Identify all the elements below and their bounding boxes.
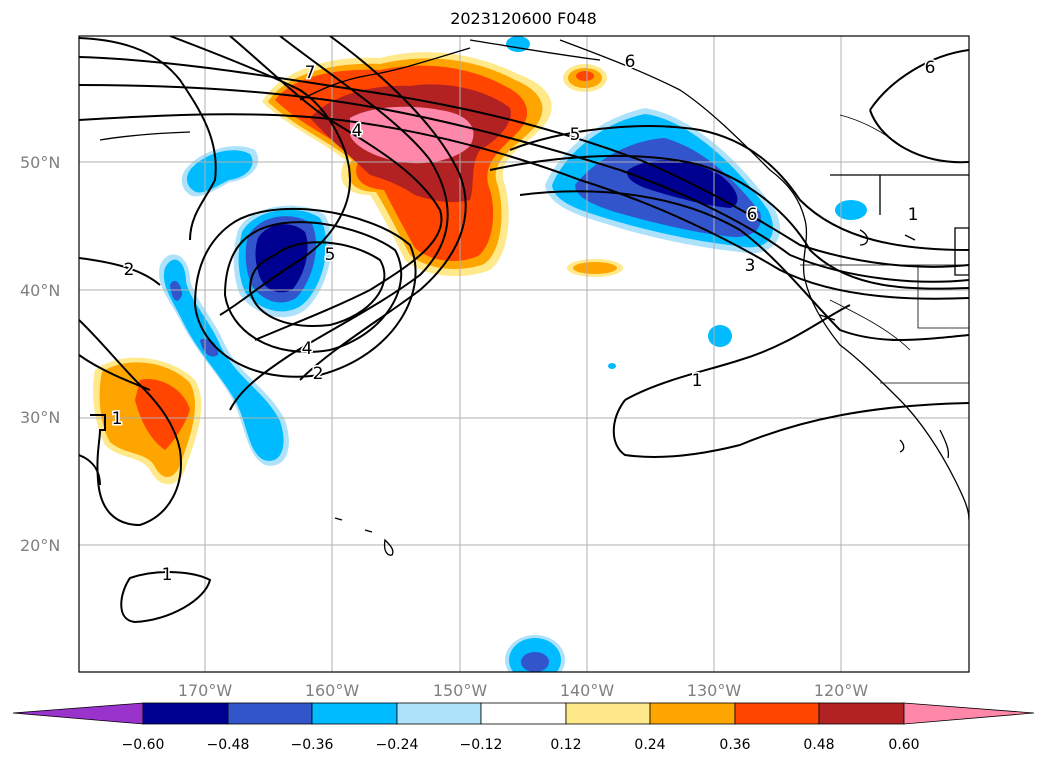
colorbar-segment	[565, 702, 651, 725]
contour-label: 3	[745, 256, 756, 276]
colorbar-extend-low	[12, 702, 144, 725]
colorbar-tick-label: 0.48	[803, 737, 835, 753]
colorbar-tick-label: 0.24	[634, 737, 666, 753]
contour-label: 4	[352, 121, 363, 141]
colorbar-tick-label: −0.48	[206, 737, 250, 753]
contour-label: 7	[305, 63, 316, 83]
colorbar-extend-high	[903, 702, 1035, 725]
contour-label: 2	[124, 260, 135, 280]
contour-label: 5	[325, 245, 336, 265]
colorbar-tick-label: −0.24	[375, 737, 419, 753]
contour-label: 5	[570, 125, 581, 145]
colorbar-segment	[142, 702, 229, 725]
contour-label: 1	[112, 409, 123, 429]
lon-label-140w: 140°W	[559, 681, 615, 700]
map-title: 2023120600 F048	[450, 9, 597, 28]
colorbar-tick-label: −0.60	[121, 737, 165, 753]
map-frame	[78, 35, 970, 673]
colorbar	[12, 702, 1035, 725]
colorbar-segment	[396, 702, 482, 725]
colorbar-tick-label: −0.36	[290, 737, 334, 753]
contour-label: 1	[908, 205, 919, 225]
anomaly-shading	[93, 36, 867, 672]
lat-label-20n: 20°N	[20, 536, 61, 555]
colorbar-segment	[227, 702, 313, 725]
colorbar-segment	[480, 702, 567, 725]
colorbar-segment	[734, 702, 820, 725]
colorbar-segment	[818, 702, 905, 725]
contour-label: 1	[162, 565, 173, 585]
lat-label-50n: 50°N	[20, 153, 61, 172]
lon-label-130w: 130°W	[686, 681, 742, 700]
contour-label: 6	[625, 52, 636, 72]
lon-label-120w: 120°W	[813, 681, 869, 700]
colorbar-tick-label: −0.12	[459, 737, 503, 753]
lon-label-150w: 150°W	[432, 681, 488, 700]
lat-label-30n: 30°N	[20, 408, 61, 427]
colorbar-segment	[311, 702, 398, 725]
contour-label: 6	[925, 58, 936, 78]
contour-lines	[79, 36, 969, 624]
lon-label-160w: 160°W	[304, 681, 360, 700]
contour-label-group: 7 6 6 6 5 5 4 4 3 2 2 1 1 1 1	[110, 51, 937, 587]
colorbar-tick-label: 0.12	[550, 737, 582, 753]
state-borders	[800, 114, 969, 384]
colorbar-segment	[649, 702, 736, 725]
coastlines	[99, 39, 969, 556]
contour-label: 1	[692, 371, 703, 391]
colorbar-tick-label: 0.60	[888, 737, 920, 753]
lat-label-40n: 40°N	[20, 281, 61, 300]
colorbar-tick-label: 0.36	[719, 737, 751, 753]
lon-label-170w: 170°W	[177, 681, 233, 700]
contour-label: 2	[313, 364, 324, 384]
contour-label: 4	[302, 339, 313, 359]
contour-label: 6	[747, 205, 758, 225]
